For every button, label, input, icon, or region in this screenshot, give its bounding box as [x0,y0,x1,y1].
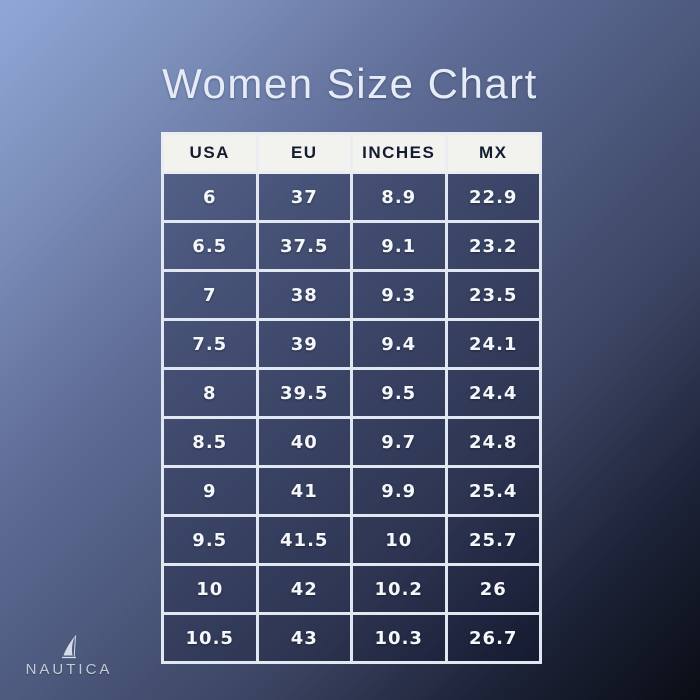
table-row: 8 39.5 9.5 24.4 [161,367,542,419]
header-row: USA EU INCHES MX [161,132,542,174]
table-row: 9 41 9.9 25.4 [161,465,542,517]
table-cell: 9.4 [350,318,448,370]
table-cell: 24.8 [444,416,542,468]
table-cell: 9.5 [350,367,448,419]
table-cell: 9.1 [350,220,448,272]
sailboat-sail-icon [62,635,76,659]
table-row: 7.5 39 9.4 24.1 [161,318,542,370]
table-cell: 22.9 [444,171,542,223]
table-cell: 23.2 [444,220,542,272]
table-cell: 10 [350,514,448,566]
table-cell: 8.5 [161,416,259,468]
table-row: 6.5 37.5 9.1 23.2 [161,220,542,272]
brand-name: NAUTICA [25,661,113,678]
column-header-eu: EU [255,132,353,174]
table-cell: 6.5 [161,220,259,272]
table-cell: 24.4 [444,367,542,419]
table-cell: 9.7 [350,416,448,468]
table-cell: 10.3 [350,612,448,664]
table-cell: 7.5 [161,318,259,370]
table-cell: 37.5 [255,220,353,272]
table-cell: 41 [255,465,353,517]
table-row: 10.5 43 10.3 26.7 [161,612,542,664]
table-cell: 41.5 [255,514,353,566]
column-header-usa: USA [161,132,259,174]
table-cell: 8.9 [350,171,448,223]
table-cell: 9.5 [161,514,259,566]
table-cell: 23.5 [444,269,542,321]
table-row: 8.5 40 9.7 24.8 [161,416,542,468]
size-chart-table: USA EU INCHES MX 6 37 8.9 22.9 6.5 37.5 9.1 23.… [161,132,542,664]
table-row: 6 37 8.9 22.9 [161,171,542,223]
size-table-header: USA EU INCHES MX [161,132,542,174]
table-row: 7 38 9.3 23.5 [161,269,542,321]
table-cell: 39 [255,318,353,370]
page-title: Women Size Chart [162,60,538,107]
table-cell: 8 [161,367,259,419]
table-cell: 40 [255,416,353,468]
table-cell: 43 [255,612,353,664]
brand-logo: NAUTICA [24,635,114,678]
table-cell: 26.7 [444,612,542,664]
table-cell: 10.5 [161,612,259,664]
table-row: 9.5 41.5 10 25.7 [161,514,542,566]
table-cell: 39.5 [255,367,353,419]
table-cell: 37 [255,171,353,223]
column-header-inches: INCHES [350,132,448,174]
table-cell: 25.7 [444,514,542,566]
table-cell: 24.1 [444,318,542,370]
size-table-body: 6 37 8.9 22.9 6.5 37.5 9.1 23.2 7 38 9.3 23.5 7.5 39 9… [161,171,542,664]
table-row: 10 42 10.2 26 [161,563,542,615]
table-cell: 25.4 [444,465,542,517]
table-cell: 9 [161,465,259,517]
table-cell: 38 [255,269,353,321]
table-cell: 10.2 [350,563,448,615]
table-cell: 7 [161,269,259,321]
table-cell: 9.9 [350,465,448,517]
column-header-mx: MX [444,132,542,174]
table-cell: 26 [444,563,542,615]
table-cell: 42 [255,563,353,615]
table-cell: 10 [161,563,259,615]
table-cell: 6 [161,171,259,223]
table-cell: 9.3 [350,269,448,321]
